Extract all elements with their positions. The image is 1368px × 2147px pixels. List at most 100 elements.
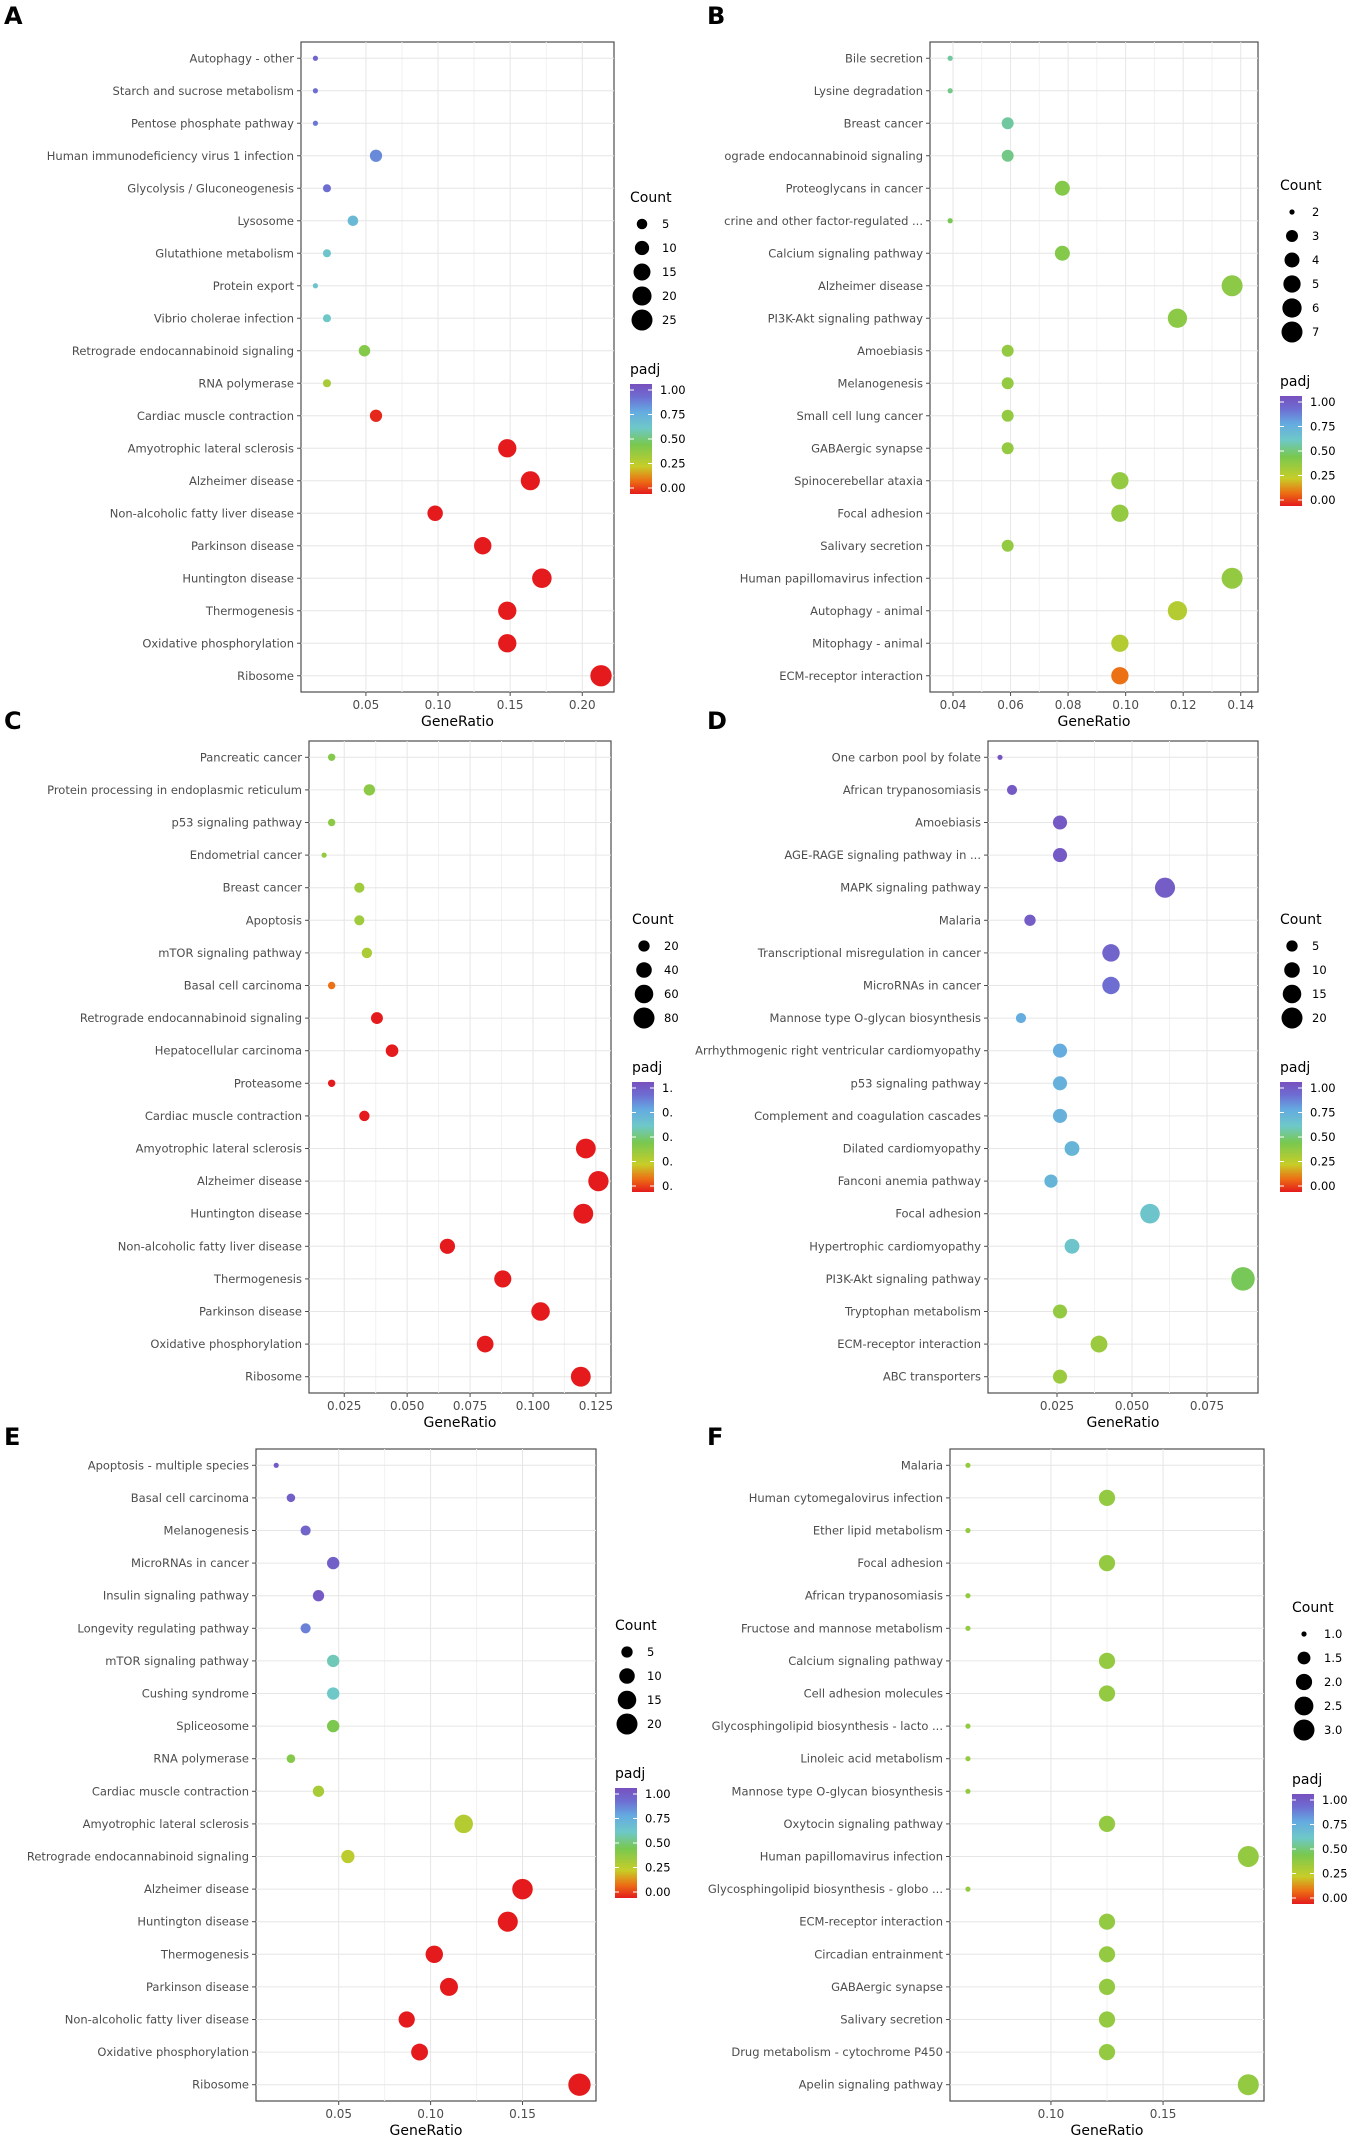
point-parkinson-disease (439, 1977, 458, 1996)
point-melanogenesis (300, 1525, 311, 1536)
point-basal-cell-carcinoma (327, 981, 336, 990)
point-proteasome (327, 1079, 336, 1088)
term-label: Breast cancer (844, 116, 924, 130)
point-p53-signaling-pathway (1052, 1076, 1068, 1091)
point-tryptophan-metabolism (1052, 1304, 1068, 1319)
point-glutathione-metabolism (322, 249, 332, 258)
x-tick-label: 0.06 (997, 698, 1024, 712)
term-label: African trypanosomiasis (805, 1589, 943, 1603)
point-vibrio-cholerae-infection (322, 314, 332, 323)
point-lysosome (347, 215, 359, 227)
term-label: Melanogenesis (164, 1524, 249, 1538)
x-axis-title: GeneRatio (421, 714, 494, 730)
padj-legend-label: 0.00 (1322, 1891, 1348, 1905)
point-huntington-disease (497, 1911, 518, 1932)
plot-area (255, 1448, 597, 2102)
term-label: Hepatocellular carcinoma (155, 1044, 302, 1058)
term-label: Huntington disease (137, 1915, 249, 1929)
point-non-alcoholic-fatty-liver-disease (439, 1238, 456, 1254)
point-african-trypanosomiasis (1006, 784, 1018, 795)
term-label: MicroRNAs in cancer (131, 1556, 249, 1570)
padj-legend-label: 0.50 (1310, 444, 1336, 458)
point-human-cytomegalovirus-infection (1098, 1489, 1116, 1507)
padj-legend-label: 0.25 (1322, 1867, 1348, 1881)
term-label: Cardiac muscle contraction (92, 1784, 249, 1798)
term-label: Basal cell carcinoma (184, 979, 302, 993)
term-label: Oxidative phosphorylation (142, 636, 294, 650)
point-retrograde-endocannabinoid-signaling (371, 1012, 383, 1025)
term-label: ECM-receptor interaction (837, 1337, 981, 1351)
padj-legend-label: 0. (662, 1155, 673, 1169)
point-thermogenesis (494, 1270, 512, 1288)
point-cardiac-muscle-contraction (359, 1110, 370, 1122)
point-salivary-secretion (1098, 2011, 1116, 2028)
term-label: Autophagy - animal (810, 604, 923, 618)
point-autophagy-animal (1167, 601, 1188, 621)
term-label: Mitophagy - animal (812, 636, 923, 650)
count-legend-key (1286, 940, 1298, 952)
point-oxidative-phosphorylation (411, 2043, 428, 2061)
padj-legend-label: 0.50 (645, 1836, 671, 1850)
count-legend-key (1297, 1651, 1311, 1665)
point-mitophagy-animal (1111, 634, 1129, 652)
x-axis-title: GeneRatio (390, 2123, 463, 2139)
padj-legend-label: 0.25 (660, 457, 686, 471)
count-legend-key (633, 1007, 655, 1029)
term-label: AGE-RAGE signaling pathway in ... (784, 848, 981, 862)
term-label: Focal adhesion (837, 506, 923, 520)
padj-colorbar (1292, 1794, 1314, 1904)
term-label: Huntington disease (190, 1207, 302, 1221)
padj-colorbar (632, 1082, 654, 1192)
term-label: Thermogenesis (205, 604, 294, 618)
x-tick-label: 0.14 (1227, 698, 1254, 712)
point-pi3k-akt-signaling-pathway (1167, 308, 1188, 328)
term-label: Lysosome (238, 214, 295, 228)
plot-area (300, 41, 615, 693)
data-points (965, 1462, 1259, 2096)
point-micrornas-in-cancer (1102, 976, 1120, 995)
point-retrograde-endocannabinoid-signaling (358, 345, 371, 357)
point-huntington-disease (573, 1203, 594, 1224)
padj-legend-label: 1.00 (1322, 1793, 1348, 1807)
point-longevity-regulating-pathway (300, 1623, 311, 1634)
term-label: RNA polymerase (198, 376, 294, 390)
term-label: Apelin signaling pathway (799, 2078, 944, 2092)
count-legend-title: Count (1280, 912, 1322, 928)
padj-colorbar (1280, 1082, 1302, 1192)
padj-legend-label: 0.25 (1310, 469, 1336, 483)
padj-legend-title: padj (632, 1060, 662, 1076)
count-legend-label: 2 (1312, 205, 1319, 219)
padj-legend-label: 0. (662, 1106, 673, 1120)
term-label: Parkinson disease (199, 1305, 302, 1319)
point-cardiac-muscle-contraction (312, 1785, 325, 1797)
padj-legend-label: 1.00 (1310, 1081, 1336, 1095)
count-legend-key (1283, 275, 1301, 293)
term-label: Mannose type O-glycan biosynthesis (732, 1784, 943, 1798)
count-legend-label: 3 (1312, 229, 1319, 243)
count-legend-label: 20 (664, 939, 679, 953)
point-fanconi-anemia-pathway (1044, 1174, 1058, 1188)
term-label: Melanogenesis (838, 376, 923, 390)
term-label: Complement and coagulation cascades (754, 1109, 981, 1123)
count-legend-key (632, 286, 652, 306)
padj-legend-label: 0.75 (645, 1812, 671, 1826)
term-label: Circadian entrainment (814, 1947, 943, 1961)
x-tick-label: 0.05 (353, 698, 380, 712)
term-label: PI3K-Akt signaling pathway (826, 1272, 982, 1286)
point-gabaergic-synapse (1098, 1978, 1116, 1996)
count-legend-label: 15 (1312, 987, 1327, 1001)
x-tick-label: 0.025 (327, 1399, 361, 1413)
panel-label: D (707, 707, 727, 735)
padj-legend-title: padj (1280, 374, 1310, 390)
term-label: PI3K-Akt signaling pathway (768, 311, 924, 325)
point-breast-cancer (1001, 117, 1014, 130)
x-axis-title: GeneRatio (1071, 2123, 1144, 2139)
grid-lines (988, 741, 1258, 1393)
point-hypertrophic-cardiomyopathy (1064, 1238, 1080, 1254)
point-ribosome (590, 665, 612, 687)
point-apoptosis (354, 915, 365, 926)
term-label: Human papillomavirus infection (740, 571, 923, 585)
